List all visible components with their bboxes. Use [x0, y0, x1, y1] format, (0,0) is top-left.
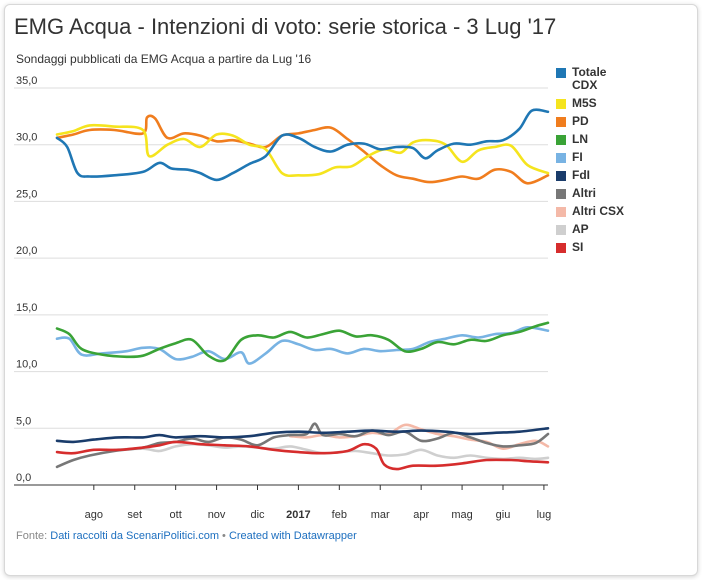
footer-separator: •	[218, 530, 229, 542]
source-prefix: Fonte:	[16, 530, 51, 542]
series-line-fdi	[55, 427, 550, 444]
series-line-pd	[55, 114, 550, 185]
legend-swatch	[556, 135, 566, 145]
legend-label: PD	[572, 114, 589, 128]
legend-label: AP	[572, 222, 589, 236]
legend-swatch	[556, 68, 566, 78]
x-tick-label: nov	[208, 509, 226, 521]
x-tick-label: ott	[170, 509, 182, 521]
chart-card	[4, 4, 698, 576]
x-tick-label: apr	[413, 509, 429, 521]
chart-subtitle: Sondaggi pubblicati da EMG Acqua a parti…	[16, 52, 312, 66]
legend-label: Altri	[572, 186, 596, 200]
datawrapper-link[interactable]: Created with Datawrapper	[228, 530, 357, 542]
chart-legend: Totale CDX M5S PD LN FI FdI Altri Altri CSX AP SI	[556, 66, 686, 259]
legend-item-pd: PD	[556, 115, 686, 128]
legend-item-ap: AP	[556, 223, 686, 236]
chart-title: EMG Acqua - Intenzioni di voto: serie st…	[14, 14, 557, 39]
series-line-fi	[55, 325, 550, 365]
x-tick-label: mag	[451, 509, 472, 521]
legend-item-fdi: FdI	[556, 169, 686, 182]
legend-label: FI	[572, 150, 583, 164]
legend-label: M5S	[572, 96, 597, 110]
legend-swatch	[556, 153, 566, 163]
y-tick-label: 30,0	[16, 132, 37, 144]
x-tick-label: giu	[496, 509, 511, 521]
y-tick-label: 25,0	[16, 188, 37, 200]
y-tick-label: 15,0	[16, 302, 37, 314]
y-tick-label: 10,0	[16, 359, 37, 371]
chart-footer: Fonte: Dati raccolti da ScenariPolitici.…	[16, 530, 357, 542]
x-tick-label: feb	[332, 509, 347, 521]
legend-swatch	[556, 117, 566, 127]
x-tick-label: dic	[250, 509, 265, 521]
legend-swatch	[556, 171, 566, 181]
legend-item-ln: LN	[556, 133, 686, 146]
legend-item-altri: Altri	[556, 187, 686, 200]
x-tick-label: set	[127, 509, 142, 521]
y-tick-label: 5,0	[16, 415, 31, 427]
legend-label: Altri CSX	[572, 204, 625, 218]
series-line-totale-cdx	[55, 108, 550, 182]
y-tick-label: 0,0	[16, 472, 31, 484]
legend-item-m5s: M5S	[556, 97, 686, 110]
legend-swatch	[556, 243, 566, 253]
legend-label: FdI	[572, 168, 590, 182]
legend-swatch	[556, 189, 566, 199]
series-line-m5s	[55, 123, 550, 178]
legend-swatch	[556, 99, 566, 109]
legend-label: SI	[572, 240, 584, 254]
series-line-ln	[55, 321, 550, 363]
x-tick-label: 2017	[286, 509, 310, 521]
legend-item-altri-csx: Altri CSX	[556, 205, 686, 218]
legend-swatch	[556, 225, 566, 235]
source-link[interactable]: Dati raccolti da ScenariPolitici.com	[50, 530, 219, 542]
legend-label: Totale CDX	[572, 65, 607, 92]
series-line-si	[55, 440, 550, 471]
y-tick-label: 20,0	[16, 245, 37, 257]
legend-swatch	[556, 207, 566, 217]
series-line-ap	[113, 442, 550, 461]
legend-item-totale-cdx: Totale CDX	[556, 66, 686, 92]
y-tick-label: 35,0	[16, 75, 37, 87]
x-tick-label: ago	[85, 509, 103, 521]
legend-label: LN	[572, 132, 588, 146]
x-tick-label: mar	[371, 509, 390, 521]
legend-item-fi: FI	[556, 151, 686, 164]
series-line-altri	[55, 422, 550, 469]
x-tick-label: lug	[537, 509, 552, 521]
legend-item-si: SI	[556, 241, 686, 254]
